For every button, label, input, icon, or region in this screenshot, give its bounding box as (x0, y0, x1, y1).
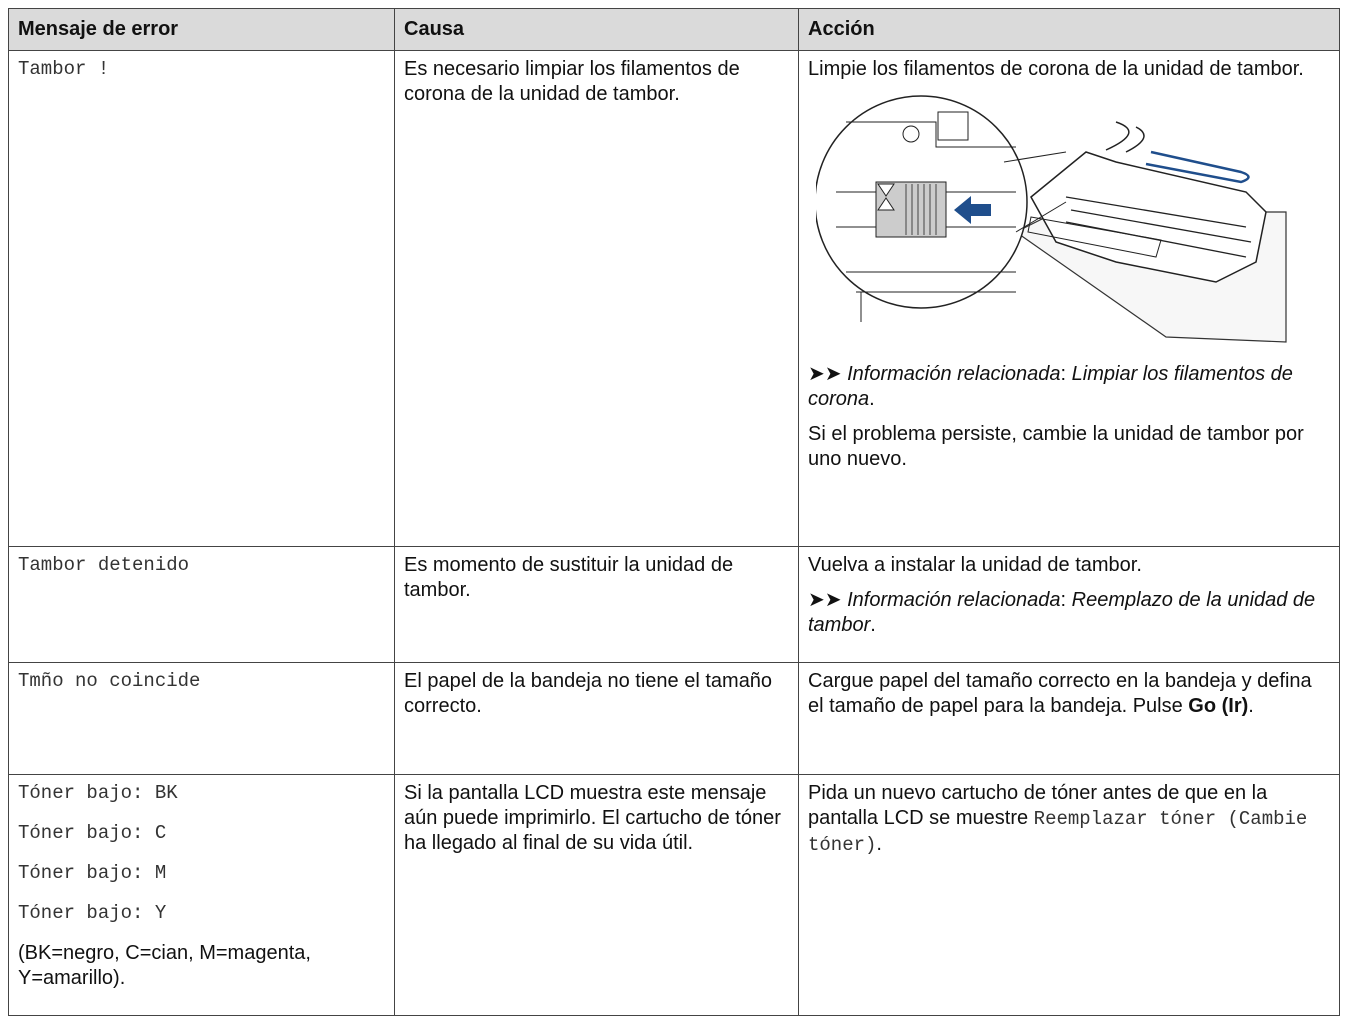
message: Tambor detenido (18, 554, 190, 576)
header-cell: Mensaje de error (8, 8, 395, 51)
cause: El papel de la bandeja no tiene el tamañ… (404, 670, 773, 717)
text: Cargue papel del tamaño correcto en la b… (808, 670, 1312, 717)
end: . (1248, 695, 1254, 717)
message: Tóner bajo: BK (18, 782, 178, 804)
related-label[interactable]: Información relacionada (847, 363, 1061, 385)
message: Tambor ! (18, 58, 110, 80)
related-link[interactable]: Reemplazo de la unidad de tambor (808, 589, 1316, 636)
header-row: Mensaje de error Causa Acción (8, 8, 1340, 51)
action-cell: Vuelva a instalar la unidad de tambor. ➤… (798, 546, 1340, 663)
action-text: Limpie los filamentos de corona de la un… (808, 58, 1304, 80)
message-cell: Tambor detenido (8, 546, 395, 663)
separator: : (1060, 589, 1072, 611)
action-text: Vuelva a instalar la unidad de tambor. (808, 554, 1142, 576)
cause: Es momento de sustituir la unidad de tam… (404, 554, 734, 601)
related-link[interactable]: Limpiar los filamentos de corona (808, 363, 1293, 410)
row: Tmño no coincide El papel de la bandeja … (8, 662, 1340, 775)
marker: ➤➤ (808, 363, 842, 385)
related-label[interactable]: Información relacionada (847, 589, 1061, 611)
lcd-message: Reemplazar tóner (Cambie tóner) (808, 808, 1308, 856)
row: Tambor ! Es necesario limpiar los filame… (8, 50, 1340, 547)
action-text: Pida un nuevo cartucho de tóner antes de… (808, 781, 1330, 858)
header-cell: Acción (798, 8, 1340, 51)
end: . (869, 388, 875, 410)
error-table: Mensaje de error Causa Acción Tambor ! E… (8, 8, 1340, 1016)
text: Pida un nuevo cartucho de tóner antes de… (808, 782, 1268, 829)
related-info: ➤➤ Información relacionada: Reemplazo de… (808, 588, 1330, 638)
marker: ➤➤ (808, 589, 842, 611)
header-cell: Causa (394, 8, 799, 51)
cause-cell: Es momento de sustituir la unidad de tam… (394, 546, 799, 663)
action-cell: Limpie los filamentos de corona de la un… (798, 50, 1340, 547)
row: Tóner bajo: BK Tóner bajo: C Tóner bajo:… (8, 774, 1340, 1016)
legend: (BK=negro, C=cian, M=magenta, Y=amarillo… (18, 942, 311, 989)
action-text: Cargue papel del tamaño correcto en la b… (808, 669, 1330, 719)
action-cell: Pida un nuevo cartucho de tóner antes de… (798, 774, 1340, 1016)
cause-cell: El papel de la bandeja no tiene el tamañ… (394, 662, 799, 775)
message-cell: Tmño no coincide (8, 662, 395, 775)
message: Tmño no coincide (18, 670, 201, 692)
drum-illustration (816, 95, 1287, 343)
row: Tambor detenido Es momento de sustituir … (8, 546, 1340, 663)
related-info: ➤➤ Información relacionada: Limpiar los … (808, 362, 1330, 412)
cause-cell: Si la pantalla LCD muestra este mensaje … (394, 774, 799, 1016)
note: Si el problema persiste, cambie la unida… (808, 423, 1304, 470)
message: Tóner bajo: Y (18, 902, 167, 924)
message-cell: Tambor ! (8, 50, 395, 547)
cause: Es necesario limpiar los filamentos de c… (404, 58, 740, 105)
message: Tóner bajo: C (18, 822, 167, 844)
separator: : (1060, 363, 1072, 385)
message-cell: Tóner bajo: BK Tóner bajo: C Tóner bajo:… (8, 774, 395, 1016)
message: Tóner bajo: M (18, 862, 167, 884)
cause-cell: Es necesario limpiar los filamentos de c… (394, 50, 799, 547)
button-name: Go (Ir) (1188, 695, 1249, 717)
action-cell: Cargue papel del tamaño correcto en la b… (798, 662, 1340, 775)
end: . (870, 614, 876, 636)
cause: Si la pantalla LCD muestra este mensaje … (404, 782, 781, 854)
end: . (876, 833, 882, 855)
